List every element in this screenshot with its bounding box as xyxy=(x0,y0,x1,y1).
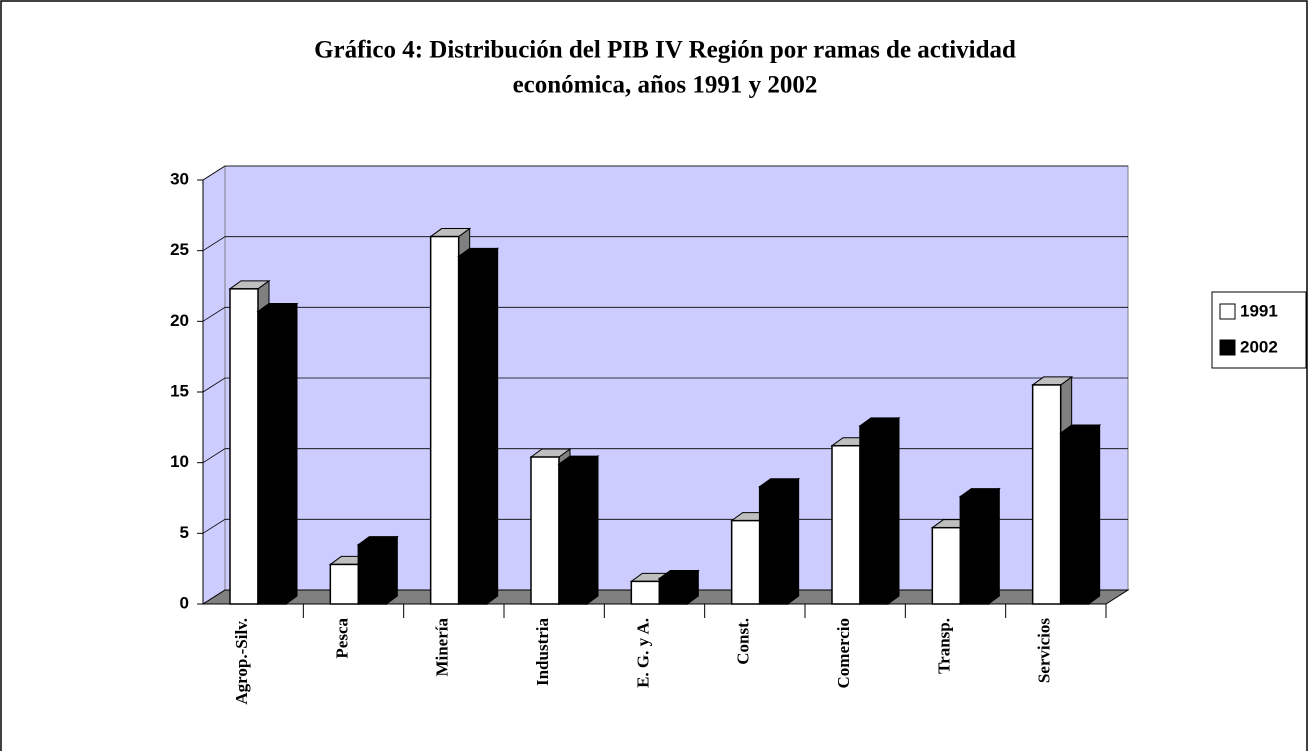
bar-front xyxy=(257,310,287,605)
bar-side xyxy=(285,302,298,605)
bar-side xyxy=(486,247,499,605)
legend-swatch xyxy=(1219,303,1236,320)
bar-front xyxy=(558,463,588,605)
bar-side xyxy=(887,416,900,605)
grid-line xyxy=(202,165,1128,181)
bar-front xyxy=(357,543,388,605)
grid-line xyxy=(202,236,1128,252)
y-tick-label: 30 xyxy=(170,169,189,188)
y-tick-label: 0 xyxy=(180,593,189,612)
chart-title: Gráfico 4: Distribución del PIB IV Regió… xyxy=(314,37,1016,64)
bar-front xyxy=(630,580,661,605)
bar-front xyxy=(229,288,259,605)
y-tick-label: 10 xyxy=(170,452,189,471)
bar xyxy=(958,487,1001,605)
x-tick-label: Agrop.-Silv. xyxy=(232,618,251,705)
x-tick-label: Const. xyxy=(734,618,753,665)
x-tick-label: Pesca xyxy=(332,618,351,659)
legend-label: 2002 xyxy=(1240,337,1278,356)
bar-front xyxy=(429,235,460,605)
x-tick-label: Comercio xyxy=(834,618,853,689)
bar-front xyxy=(658,577,689,605)
legend-swatch xyxy=(1219,339,1236,356)
y-tick-label: 5 xyxy=(180,523,189,542)
bar-side xyxy=(1088,424,1101,605)
y-tick-label: 15 xyxy=(170,381,189,400)
x-tick-label: Industria xyxy=(533,618,552,687)
bar-front xyxy=(329,563,360,605)
bar-front xyxy=(931,526,962,605)
bar-side xyxy=(586,455,599,605)
bar-front xyxy=(457,255,488,605)
y-tick-label: 20 xyxy=(170,311,189,330)
grid-line xyxy=(202,518,1128,534)
bar-front xyxy=(1059,432,1090,605)
bar xyxy=(557,455,600,605)
bar xyxy=(858,416,901,605)
bar xyxy=(657,569,700,605)
bar-side xyxy=(787,477,800,605)
bar xyxy=(256,302,299,605)
grid-line xyxy=(202,448,1128,464)
bar-front xyxy=(758,485,789,605)
bar xyxy=(356,535,399,605)
bar xyxy=(457,247,500,605)
x-tick-label: Servicios xyxy=(1035,618,1054,684)
grid-line xyxy=(202,377,1128,393)
bar-front xyxy=(1031,384,1062,605)
bar-front xyxy=(530,456,560,605)
legend-label: 1991 xyxy=(1240,301,1278,320)
grid-line xyxy=(202,306,1128,322)
chart-title: económica, años 1991 y 2002 xyxy=(513,72,818,99)
y-tick-label: 25 xyxy=(170,240,189,259)
bar-side xyxy=(385,535,398,605)
bar-front xyxy=(730,519,761,605)
bar-front xyxy=(959,495,990,605)
bar xyxy=(1059,424,1102,605)
x-tick-label: Minería xyxy=(433,618,452,677)
bar xyxy=(758,477,801,605)
bar-front xyxy=(831,444,861,605)
bar-side xyxy=(987,487,1000,605)
x-tick-label: E. G. y A. xyxy=(633,618,652,688)
bar-front xyxy=(859,425,889,605)
x-tick-label: Transp. xyxy=(934,618,953,674)
